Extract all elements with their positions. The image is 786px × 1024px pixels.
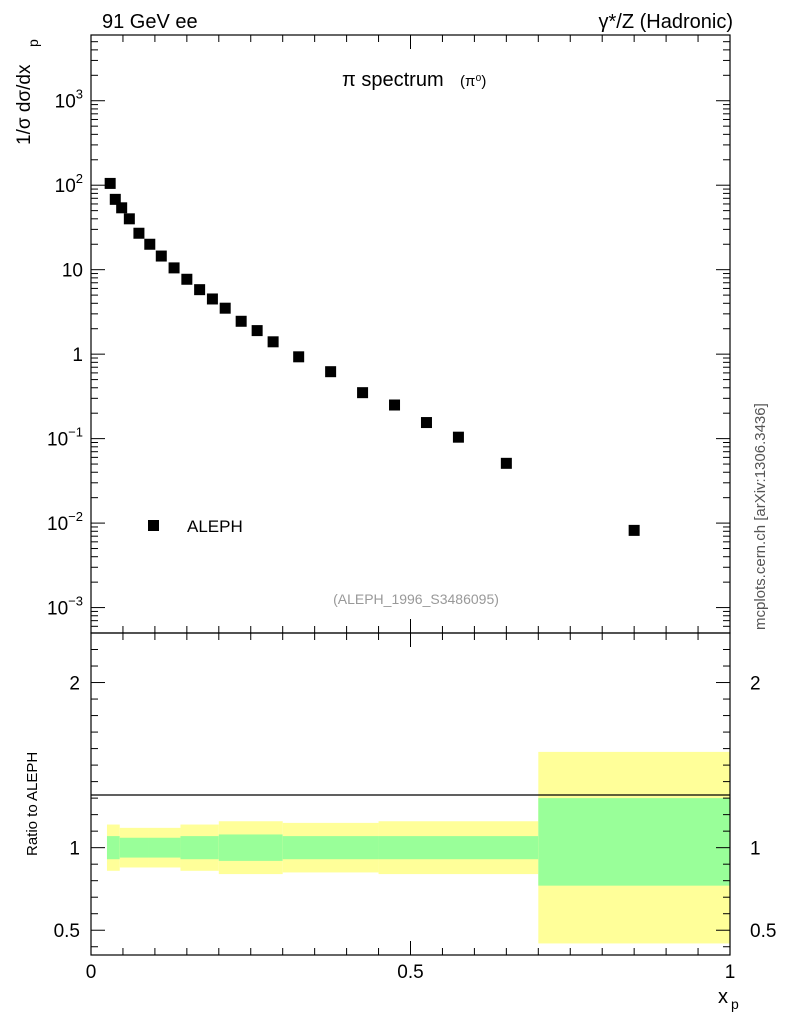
main-title-sub: (π⁰) (460, 73, 486, 90)
data-point (357, 387, 369, 399)
main-ytick-label: 10−3 (47, 594, 83, 620)
data-point (251, 325, 263, 337)
legend-marker (148, 520, 159, 531)
ratio-stat-band (218, 834, 283, 861)
data-point (155, 250, 167, 262)
ratio-xtick-label: 0 (86, 962, 97, 983)
ratio-panel: 0.5 0.5 1 1 2 2 0 0.5 1 Ratio to ALEPH x p (24, 632, 776, 1012)
data-point (194, 284, 206, 296)
data-point (181, 273, 193, 285)
ratio-ytick-label-right: 0.5 (750, 921, 776, 942)
data-point (123, 213, 135, 225)
ratio-stat-band (378, 836, 539, 860)
data-point (206, 293, 218, 305)
data-point (109, 193, 121, 205)
ratio-ytick-label-right: 1 (750, 839, 761, 860)
ratio-xtick-label: 0.5 (397, 962, 423, 983)
ratio-xlabel-sub: p (731, 996, 739, 1012)
data-point (389, 399, 401, 411)
main-panel: 10−3 10−2 10−1 1 10 102 103 π spectrum (π⁰) 1/… (14, 34, 731, 634)
data-point (144, 238, 156, 250)
data-point (168, 262, 180, 274)
main-ytick-label: 10−1 (47, 425, 83, 451)
ratio-ytick-label: 2 (69, 674, 80, 695)
ratio-ytick-label: 1 (69, 839, 80, 860)
main-ytick-label: 102 (55, 171, 83, 197)
data-point (219, 302, 231, 314)
main-ytick-label: 1 (72, 345, 83, 366)
main-title: π spectrum (342, 69, 444, 91)
ratio-ylabel: Ratio to ALEPH (24, 752, 41, 856)
main-ytick-label: 103 (55, 87, 83, 113)
side-label: mcplots.cern.ch [arXiv:1306.3436] (752, 403, 769, 630)
data-point (104, 177, 116, 189)
main-ytick-label: 10−2 (47, 509, 83, 535)
ratio-stat-band (106, 836, 120, 860)
legend-label: ALEPH (187, 517, 243, 536)
ratio-stat-band (180, 836, 219, 860)
data-point (452, 431, 464, 443)
ratio-xtick-label: 1 (725, 962, 736, 983)
data-point (420, 417, 432, 429)
ratio-ytick-label: 0.5 (54, 921, 80, 942)
header-left: 91 GeV ee (102, 11, 198, 33)
data-point (500, 457, 512, 469)
data-point (267, 336, 279, 348)
main-ylabel: 1/σ dσ/dx (14, 64, 35, 145)
header-right: γ*/Z (Hadronic) (599, 11, 733, 33)
main-frame (90, 34, 731, 634)
data-point (116, 202, 128, 214)
annotation: (ALEPH_1996_S3486095) (333, 591, 499, 607)
data-point (235, 315, 247, 327)
data-point (325, 366, 337, 378)
main-ytick-label: 10 (62, 261, 83, 282)
main-ylabel-sub: p (25, 39, 41, 47)
data-point (628, 524, 640, 536)
ratio-stat-band (282, 836, 379, 860)
ratio-xlabel: x (718, 986, 728, 1008)
ratio-ytick-label-right: 2 (750, 674, 761, 695)
ratio-stat-band (148, 837, 181, 858)
data-point (133, 227, 145, 239)
ratio-stat-band (538, 798, 730, 886)
data-point (293, 351, 305, 363)
ratio-stat-band (119, 837, 149, 858)
